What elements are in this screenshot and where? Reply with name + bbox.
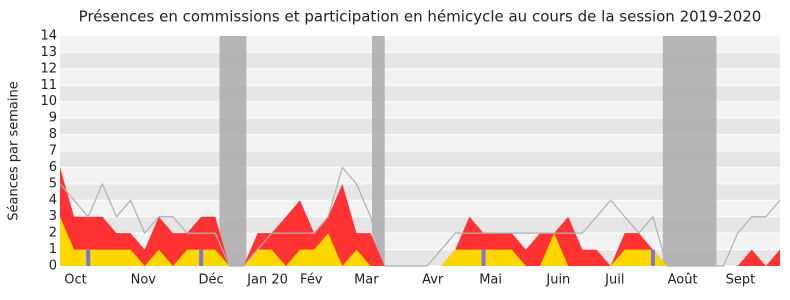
y-tick-label: 12 bbox=[40, 61, 57, 76]
y-tick-label: 7 bbox=[49, 144, 57, 159]
x-tick-label: Jan 20 bbox=[246, 273, 288, 288]
y-tick-label: 9 bbox=[49, 111, 57, 126]
y-tick-label: 4 bbox=[49, 193, 57, 208]
recess-band bbox=[219, 36, 247, 266]
x-tick-label: Fév bbox=[300, 273, 323, 288]
y-tick-label: 3 bbox=[49, 209, 57, 224]
x-tick-label: Juin bbox=[545, 273, 570, 288]
x-tick-label: Oct bbox=[64, 273, 86, 288]
line bbox=[59, 166, 781, 267]
x-tick-label: Juil bbox=[604, 273, 624, 288]
x-tick-label: Août bbox=[668, 273, 698, 288]
bar bbox=[650, 249, 655, 266]
y-tick-label: 2 bbox=[49, 226, 57, 241]
y-tick-label: 11 bbox=[40, 78, 57, 93]
recess-band bbox=[372, 36, 385, 266]
bar bbox=[481, 249, 486, 266]
x-tick-label: Mai bbox=[479, 273, 502, 288]
x-tick-label: Avr bbox=[422, 273, 444, 288]
y-tick-label: 0 bbox=[49, 259, 57, 274]
x-tick-label: Nov bbox=[131, 273, 157, 288]
bar bbox=[199, 249, 204, 266]
y-tick-label: 10 bbox=[40, 94, 57, 109]
x-tick-label: Déc bbox=[198, 273, 223, 288]
recess-band bbox=[662, 36, 717, 266]
x-tick-label: Mar bbox=[354, 273, 379, 288]
y-tick-label: 14 bbox=[40, 29, 57, 44]
y-tick-label: 5 bbox=[49, 176, 57, 191]
y-tick-label: 13 bbox=[40, 45, 57, 60]
chart-title: Présences en commissions et participatio… bbox=[79, 8, 762, 26]
x-tick-label: Sept bbox=[726, 273, 756, 288]
y-tick-label: 6 bbox=[49, 160, 57, 175]
y-tick-label: 1 bbox=[49, 242, 57, 257]
bar bbox=[86, 249, 91, 266]
y-axis-label: Séances par semaine bbox=[7, 81, 22, 220]
area bbox=[60, 216, 780, 266]
y-tick-label: 8 bbox=[49, 127, 57, 142]
